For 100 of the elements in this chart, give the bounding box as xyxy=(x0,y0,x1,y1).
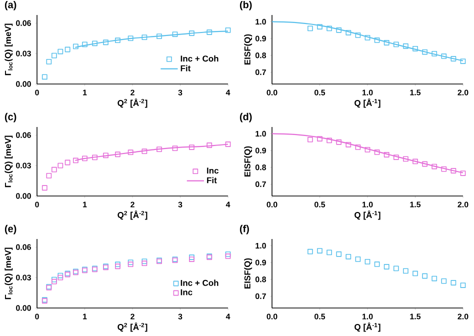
y-tick-label: 0.06 xyxy=(16,132,31,138)
x-tick-label: 2.0 xyxy=(458,314,468,320)
y-tick-label: 0.00 xyxy=(16,305,31,311)
point xyxy=(326,138,332,144)
point xyxy=(42,185,48,191)
point xyxy=(384,40,390,46)
point xyxy=(355,144,361,150)
x-tick-label: 1 xyxy=(83,202,87,208)
point xyxy=(450,168,456,174)
point xyxy=(374,150,380,155)
point xyxy=(393,154,399,160)
point xyxy=(128,150,134,156)
x-tick-label: 1.0 xyxy=(362,202,373,208)
x-tick-label: 4 xyxy=(226,202,230,208)
point xyxy=(450,280,456,286)
point xyxy=(364,259,370,264)
line-series xyxy=(74,144,229,162)
point xyxy=(42,74,48,80)
point xyxy=(308,26,313,32)
point xyxy=(384,152,390,158)
point xyxy=(432,164,438,170)
x-tick-label: 1 xyxy=(83,90,87,96)
legend-label: Inc + Coh xyxy=(180,280,218,286)
point xyxy=(460,58,466,64)
y-tick-label: 0.8 xyxy=(255,276,266,282)
y-axis-title: Γ$_{loc}$(Q) [meV] xyxy=(4,248,13,300)
y-tick-label: 0.8 xyxy=(255,52,266,58)
point xyxy=(326,26,332,32)
y-axis-title: EISF(Q) xyxy=(244,258,252,289)
point xyxy=(432,50,438,56)
x-tick-label: 1.5 xyxy=(410,202,421,208)
y-axis-title: EISF(Q) xyxy=(244,34,252,65)
point xyxy=(432,276,438,282)
point xyxy=(92,154,98,160)
point xyxy=(346,142,352,148)
point xyxy=(336,27,342,33)
chart-title: (b) xyxy=(240,0,252,10)
y-tick-label: 0.7 xyxy=(255,69,266,76)
x-tick-label: 2.0 xyxy=(458,90,468,96)
point xyxy=(402,268,408,274)
point xyxy=(128,36,134,42)
point xyxy=(317,136,322,142)
y-tick-label: 1.0 xyxy=(256,242,266,249)
point xyxy=(82,42,88,48)
x-tick-label: 3 xyxy=(178,90,182,96)
y-tick-label: 0.00 xyxy=(16,81,31,87)
point xyxy=(450,56,456,62)
x-tick-label: 0.0 xyxy=(266,314,278,320)
point xyxy=(64,160,70,166)
legend-label: Fit xyxy=(180,65,191,72)
point xyxy=(393,42,399,48)
point xyxy=(422,273,428,279)
y-tick-label: 0.03 xyxy=(16,162,31,168)
x-axis-title: Q [Å$^{-1}$] xyxy=(354,210,380,220)
y-axis-title: EISF(Q) xyxy=(244,146,252,177)
y-tick-label: 0.03 xyxy=(16,50,31,56)
x-tick-label: 0 xyxy=(35,314,39,320)
point xyxy=(189,144,194,150)
point xyxy=(308,248,313,254)
x-tick-label: 2 xyxy=(130,314,134,320)
line-series xyxy=(271,21,464,62)
x-tick-label: 1.0 xyxy=(362,314,373,320)
point xyxy=(441,166,447,172)
y-axis-title: Γ$_{loc}$(Q) [meV] xyxy=(4,24,13,76)
point xyxy=(355,32,361,38)
y-tick-label: 0.7 xyxy=(255,181,266,188)
legend-label: Fit xyxy=(207,177,217,184)
point xyxy=(355,256,361,262)
point xyxy=(317,24,322,30)
point xyxy=(142,148,148,154)
x-tick-label: 3 xyxy=(178,314,182,320)
x-axis-title: Q$^{2}$ [Å$^{-2}$] xyxy=(118,322,148,332)
x-tick-label: 0.5 xyxy=(314,202,326,208)
point xyxy=(402,43,408,49)
point xyxy=(142,34,148,40)
point xyxy=(317,248,322,254)
x-axis-title: Q$^{2}$ [Å$^{-2}$] xyxy=(118,98,148,108)
point xyxy=(142,260,148,266)
point xyxy=(364,147,370,152)
point xyxy=(441,278,447,284)
point xyxy=(172,32,178,37)
legend-label: Inc xyxy=(207,168,219,174)
point xyxy=(346,254,352,260)
x-tick-label: 0.0 xyxy=(266,202,278,208)
point xyxy=(189,30,194,36)
chart-title: (e) xyxy=(4,224,16,234)
y-tick-label: 0.8 xyxy=(255,164,266,170)
point xyxy=(225,142,231,147)
point xyxy=(384,264,390,270)
y-tick-label: 0.03 xyxy=(16,274,31,280)
x-tick-label: 4 xyxy=(226,90,230,96)
point xyxy=(51,166,57,172)
x-tick-label: 3 xyxy=(178,202,182,208)
point xyxy=(92,40,98,46)
x-tick-label: 2 xyxy=(130,202,134,208)
chart-title: (f) xyxy=(240,224,249,234)
point xyxy=(156,146,162,152)
point xyxy=(58,162,64,168)
point xyxy=(441,54,447,59)
y-tick-label: 0.9 xyxy=(255,260,266,266)
